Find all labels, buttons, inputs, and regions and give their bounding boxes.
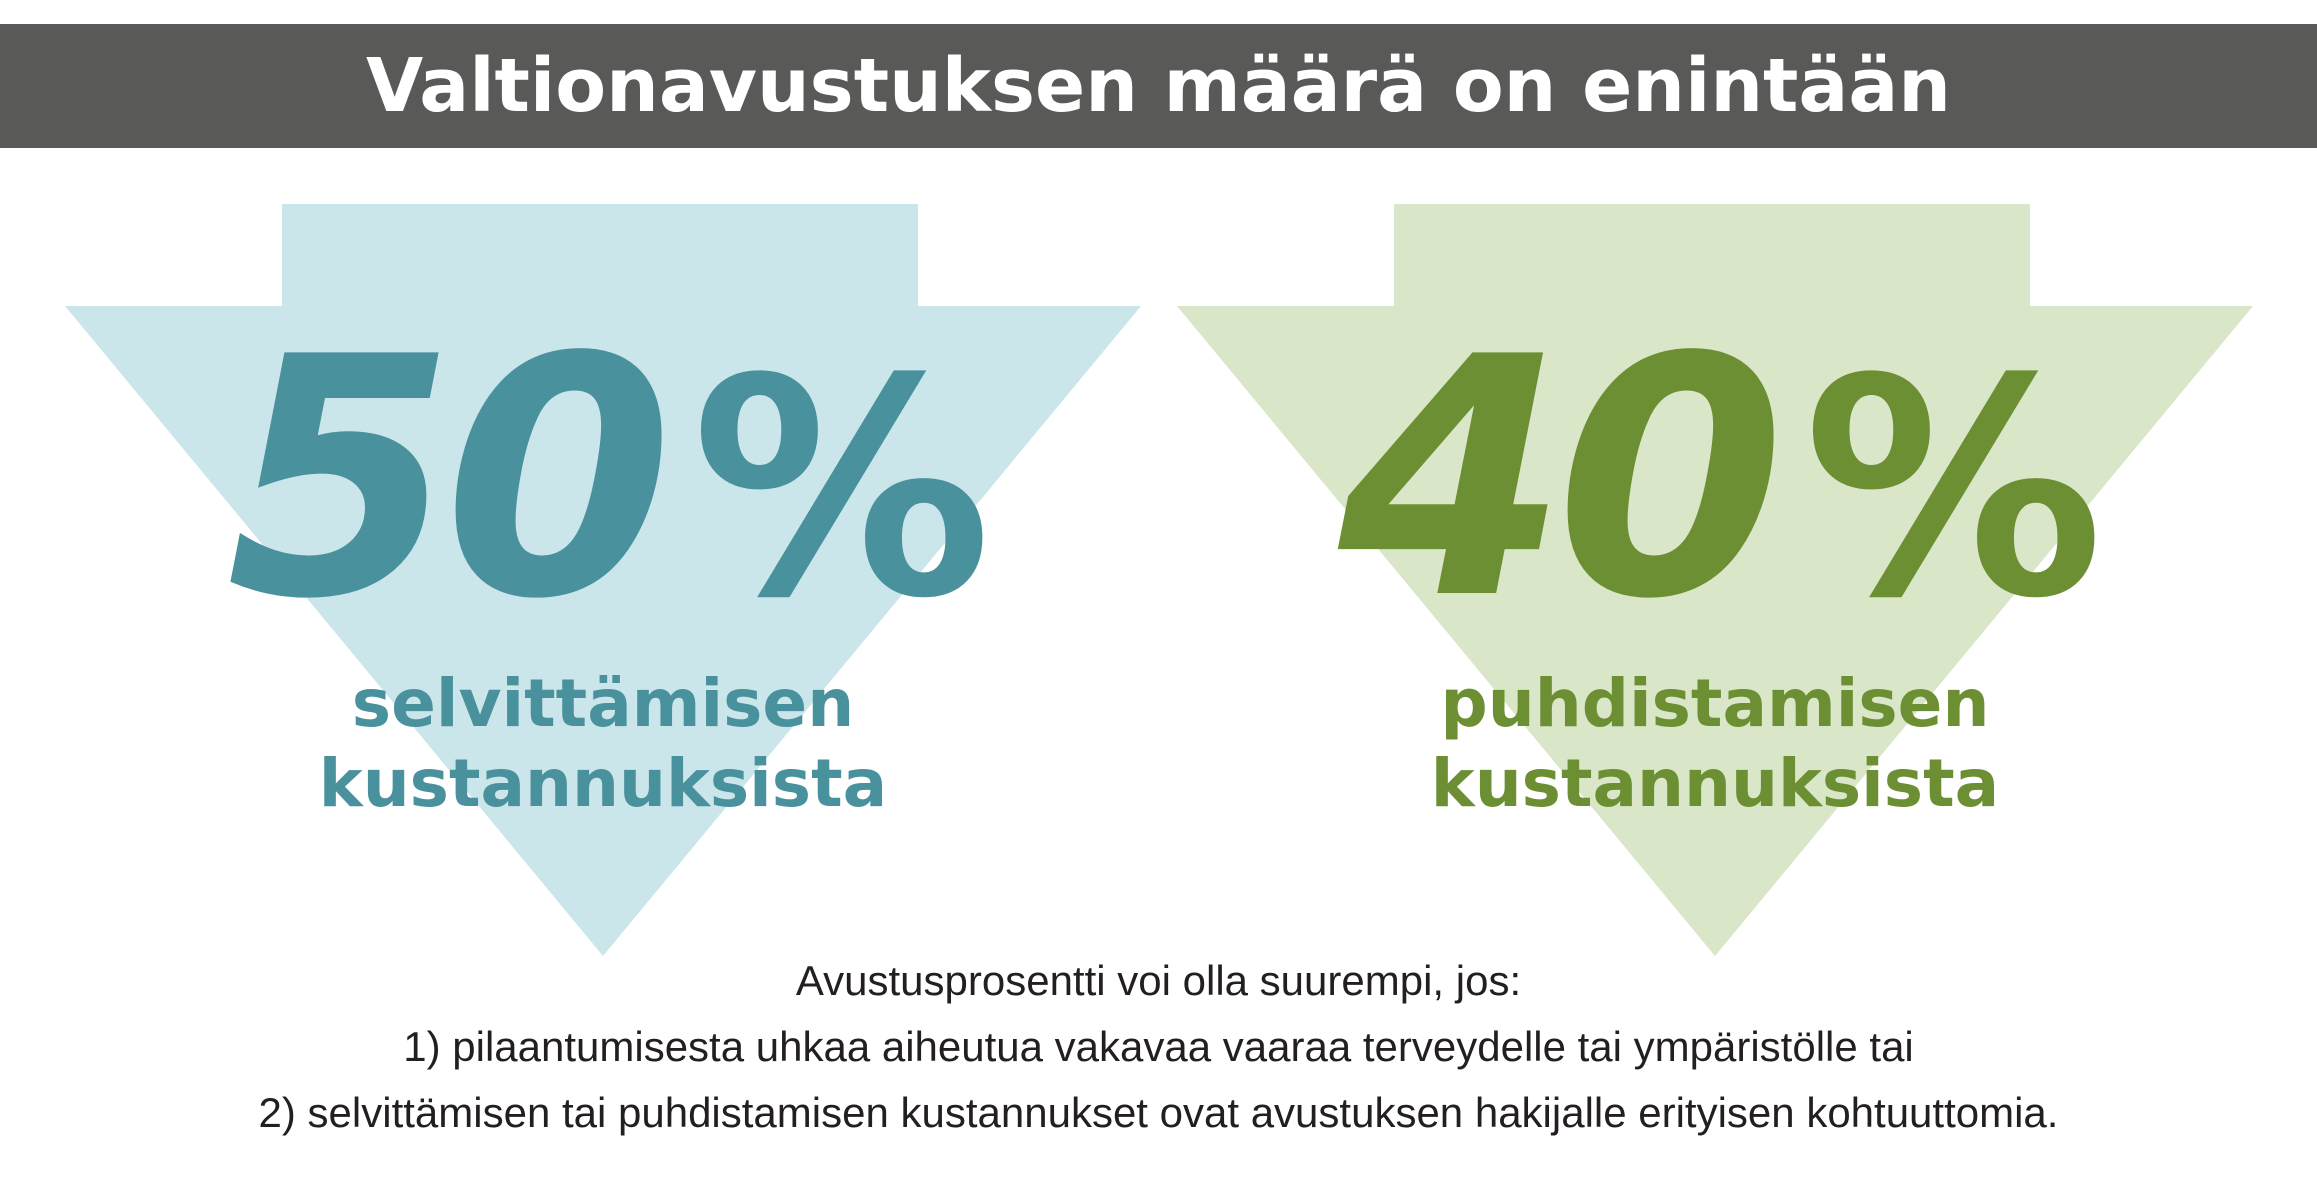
left-down-arrow: 50% selvittämisen kustannuksista bbox=[65, 204, 1141, 956]
right-percentage: 40% bbox=[1177, 314, 2253, 655]
right-percentage-unit: % bbox=[1803, 315, 2104, 664]
right-percentage-value: 40 bbox=[1338, 287, 1785, 671]
footer-line-1: Avustusprosentti voi olla suurempi, jos: bbox=[795, 957, 1522, 1004]
right-label: puhdistamisen kustannuksista bbox=[1177, 664, 2253, 824]
left-arrow-shape bbox=[65, 204, 1141, 956]
right-down-arrow: 40% puhdistamisen kustannuksista bbox=[1177, 204, 2253, 956]
right-label-line1: puhdistamisen bbox=[1440, 665, 1990, 742]
footer-note: Avustusprosentti voi olla suurempi, jos:… bbox=[0, 948, 2317, 1146]
left-label-line1: selvittämisen bbox=[351, 665, 855, 742]
left-percentage: 50% bbox=[65, 314, 1141, 655]
right-label-line2: kustannuksista bbox=[1430, 745, 2000, 822]
header-banner: Valtionavustuksen määrä on enintään bbox=[0, 24, 2317, 148]
left-percentage-unit: % bbox=[691, 315, 992, 664]
right-arrow-shape bbox=[1177, 204, 2253, 956]
footer-line-3: 2) selvittämisen tai puhdistamisen kusta… bbox=[258, 1089, 2059, 1136]
left-percentage-value: 50 bbox=[226, 287, 673, 671]
left-label: selvittämisen kustannuksista bbox=[65, 664, 1141, 824]
page-title: Valtionavustuksen määrä on enintään bbox=[366, 43, 1951, 129]
left-label-line2: kustannuksista bbox=[318, 745, 888, 822]
footer-line-2: 1) pilaantumisesta uhkaa aiheutua vakava… bbox=[403, 1023, 1914, 1070]
